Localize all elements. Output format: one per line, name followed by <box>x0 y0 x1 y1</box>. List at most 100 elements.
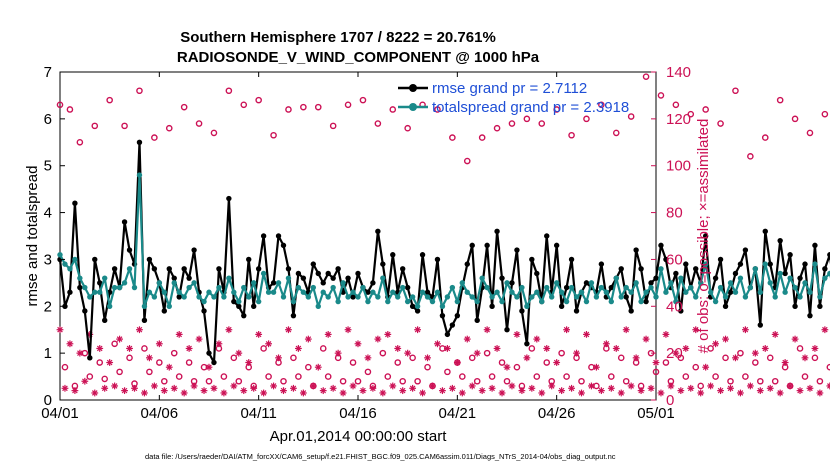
assimilated-stroke <box>285 326 292 333</box>
assimilated-stroke <box>67 340 73 347</box>
rmse-point <box>484 242 490 249</box>
possible-point <box>225 87 233 95</box>
possible-point <box>677 354 685 362</box>
assimilated-point <box>394 345 402 352</box>
assimilated-point <box>503 363 511 371</box>
possible-point <box>339 377 347 385</box>
possible-point <box>702 106 709 113</box>
rmse-point <box>722 303 729 309</box>
assimilated-stroke <box>494 345 500 352</box>
assimilated-stroke <box>484 326 490 333</box>
totalspread-point <box>434 289 441 295</box>
assimilated-point <box>518 387 526 395</box>
rmse-point <box>683 261 689 267</box>
assimilated-point <box>707 382 715 390</box>
possible-point <box>66 106 74 113</box>
assimilated-stroke <box>434 340 441 347</box>
assimilated-stroke <box>668 383 674 389</box>
rmse-point <box>827 252 830 258</box>
assimilated-stroke <box>360 387 366 394</box>
totalspread-point <box>171 280 177 286</box>
y-tick-label: 0 <box>44 392 52 409</box>
rmse-point <box>474 317 480 324</box>
possible-point <box>136 87 143 95</box>
x-tick-label: 04/01 <box>41 405 79 422</box>
assimilated-stroke <box>797 387 803 394</box>
assimilated-point <box>101 384 109 392</box>
totalspread-point <box>549 294 555 300</box>
data-file-footnote: data file: /Users/raeder/DAI/ATM_forcXX/… <box>145 452 616 461</box>
rmse-point <box>409 303 416 309</box>
totalspread-point <box>72 256 78 263</box>
assimilated-stroke <box>499 390 505 396</box>
rmse-point <box>519 308 525 314</box>
assimilated-stroke <box>553 359 560 366</box>
totalspread-point <box>424 294 431 300</box>
totalspread-point <box>320 289 326 295</box>
y-tick-label: 3 <box>44 251 52 268</box>
totalspread-point <box>62 261 68 267</box>
assimilated-stroke <box>682 345 689 352</box>
possible-point <box>742 373 749 380</box>
assimilated-stroke <box>474 350 481 356</box>
possible-point <box>76 138 84 146</box>
totalspread-point <box>702 261 709 267</box>
assimilated-point <box>543 345 551 352</box>
totalspread-point <box>419 289 426 295</box>
y-right-tick-label: 100 <box>666 158 691 175</box>
rmse-point <box>310 261 316 267</box>
assimilated-stroke <box>643 336 649 342</box>
assimilated-point <box>588 382 595 390</box>
assimilated-stroke <box>330 385 336 392</box>
totalspread-point <box>792 284 798 291</box>
assimilated-point <box>319 387 327 395</box>
assimilated-point <box>404 349 412 357</box>
assimilated-stroke <box>419 390 426 396</box>
totalspread-point <box>226 275 232 281</box>
rmse-point <box>777 237 783 244</box>
totalspread-point <box>678 275 684 281</box>
totalspread-point <box>181 294 187 300</box>
rmse-point <box>236 303 242 309</box>
totalspread-point <box>176 289 182 295</box>
assimilated-stroke <box>171 385 178 392</box>
rmse-point <box>206 350 212 356</box>
assimilated-point <box>722 335 729 343</box>
totalspread-point <box>777 270 783 277</box>
assimilated-stroke <box>375 336 381 342</box>
assimilated-stroke <box>310 383 317 389</box>
assimilated-point <box>672 349 680 357</box>
assimilated-stroke <box>340 390 346 396</box>
y-tick-label: 2 <box>44 298 52 315</box>
assimilated-point <box>781 359 789 366</box>
totalspread-point <box>459 280 465 286</box>
assimilated-point <box>742 326 749 334</box>
totalspread-point <box>509 289 515 295</box>
totalspread-point <box>156 280 163 286</box>
assimilated-point <box>667 382 675 390</box>
assimilated-point <box>324 331 332 338</box>
totalspread-point <box>151 294 158 300</box>
assimilated-stroke <box>409 385 416 392</box>
possible-point <box>543 359 551 366</box>
rmse-point <box>216 266 222 272</box>
assimilated-point <box>339 389 347 397</box>
assimilated-stroke <box>370 385 376 392</box>
possible-point <box>165 124 173 132</box>
plot-area: 04/01 04/06 04/11 04/16 04/21 04/26 05/0101234… <box>41 64 830 422</box>
assimilated-point <box>61 384 69 392</box>
rmse-point <box>211 359 217 366</box>
rmse-point <box>573 308 580 314</box>
possible-point <box>180 103 188 111</box>
assimilated-point <box>637 387 645 395</box>
assimilated-point <box>290 384 297 392</box>
totalspread-point <box>827 270 830 277</box>
totalspread-point <box>693 294 699 300</box>
totalspread-point <box>300 289 307 295</box>
rmse-point <box>767 261 773 267</box>
assimilated-stroke <box>712 340 719 347</box>
assimilated-point <box>583 331 590 338</box>
rmse-point <box>146 256 153 263</box>
rmse-point <box>290 312 297 319</box>
rmse-point <box>727 289 734 295</box>
